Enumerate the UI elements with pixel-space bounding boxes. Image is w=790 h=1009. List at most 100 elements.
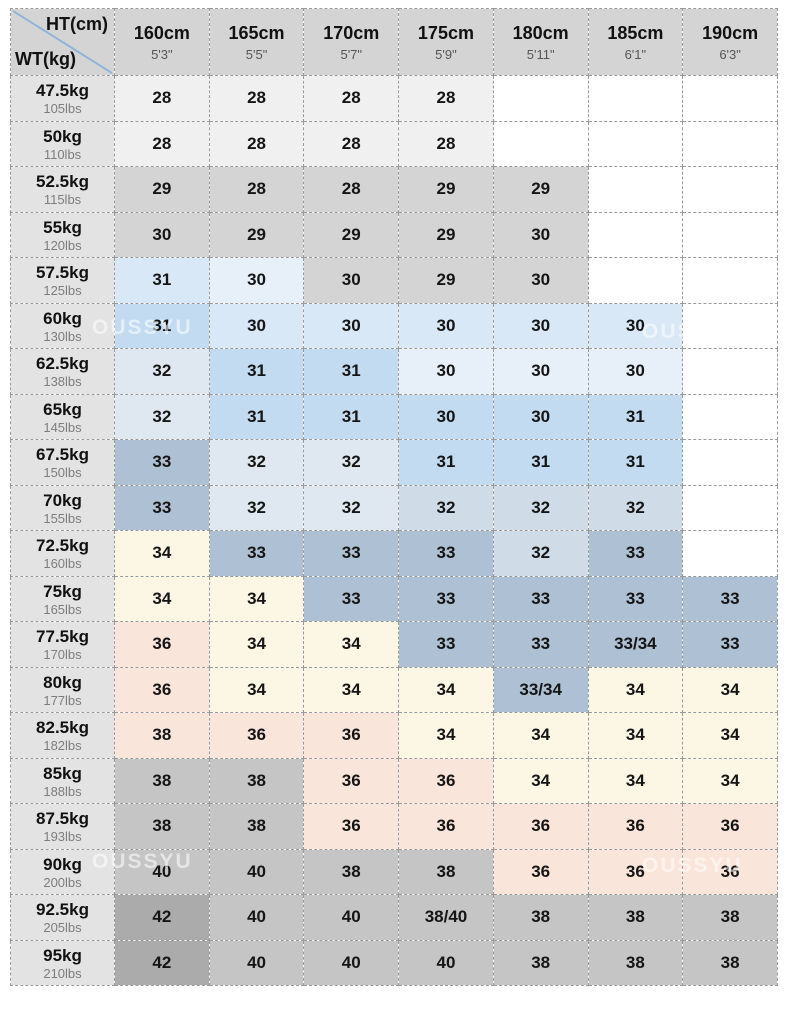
size-cell: 33 (114, 439, 210, 486)
table-row: 65kg 145lbs 32 31 31 30 30 31 (10, 393, 778, 440)
empty-cell (682, 75, 778, 122)
size-cell: 32 (208, 439, 305, 486)
size-cell: 29 (208, 211, 305, 258)
empty-cell (682, 484, 778, 531)
weight-label-cell: 60kg 130lbs (10, 302, 115, 349)
size-cell: 34 (208, 621, 305, 668)
size-cell: 36 (682, 848, 778, 895)
height-ft-label: 5'11" (526, 46, 555, 62)
weight-label-cell: 75kg 165lbs (10, 575, 115, 622)
table-row: 55kg 120lbs 30 29 29 29 30 (10, 211, 778, 258)
size-cell: 28 (208, 75, 305, 122)
size-cell: 38 (208, 803, 305, 850)
height-header-cell: 165cm 5'5" (208, 8, 305, 76)
height-header-cell: 175cm 5'9" (398, 8, 494, 76)
size-cell: 28 (398, 120, 494, 167)
size-cell: 38 (492, 894, 589, 941)
weight-lbs-label: 155lbs (43, 510, 82, 526)
size-cell: 28 (398, 75, 494, 122)
size-cell: 38 (114, 712, 210, 759)
size-cell: 31 (208, 393, 305, 440)
height-header-cell: 160cm 5'3" (114, 8, 210, 76)
diagonal-divider-line (12, 10, 113, 74)
weight-lbs-label: 188lbs (43, 783, 82, 799)
size-cell: 32 (208, 484, 305, 531)
height-ft-label: 6'3" (719, 46, 741, 62)
weight-kg-label: 92.5kg (36, 900, 89, 920)
table-row: 50kg 110lbs 28 28 28 28 (10, 120, 778, 167)
size-cell: 29 (303, 211, 400, 258)
size-cell: 30 (492, 211, 589, 258)
height-ft-label: 5'7" (340, 46, 363, 62)
weight-label-cell: 50kg 110lbs (10, 120, 115, 167)
empty-cell (682, 439, 778, 486)
size-cell: 38/40 (398, 894, 494, 941)
size-cell: 36 (492, 848, 589, 895)
size-cell: 38 (587, 894, 684, 941)
size-cell: 30 (208, 302, 305, 349)
size-cell: 38 (587, 939, 684, 986)
height-header-cell: 190cm 6'3" (682, 8, 778, 76)
size-cell: 33 (682, 575, 778, 622)
size-cell: 28 (303, 75, 400, 122)
weight-kg-label: 77.5kg (36, 627, 89, 647)
empty-cell (587, 120, 684, 167)
table-row: 77.5kg 170lbs 36 34 34 33 33 33/34 33 (10, 621, 778, 668)
height-cm-label: 175cm (417, 23, 474, 44)
size-cell: 31 (587, 393, 684, 440)
weight-lbs-label: 130lbs (43, 328, 82, 344)
size-cell: 30 (587, 302, 684, 349)
size-cell: 38 (114, 803, 210, 850)
corner-weight-label: WT(kg) (15, 49, 76, 69)
weight-lbs-label: 205lbs (43, 920, 82, 936)
size-cell: 31 (208, 348, 305, 395)
size-cell: 40 (208, 894, 305, 941)
weight-kg-label: 47.5kg (36, 81, 89, 101)
size-cell: 33/34 (587, 621, 684, 668)
size-cell: 32 (492, 530, 589, 577)
size-cell: 36 (208, 712, 305, 759)
size-cell: 36 (587, 848, 684, 895)
weight-lbs-label: 200lbs (43, 874, 82, 890)
empty-cell (682, 166, 778, 213)
weight-label-cell: 67.5kg 150lbs (10, 439, 115, 486)
weight-lbs-label: 125lbs (43, 283, 82, 299)
weight-label-cell: 90kg 200lbs (10, 848, 115, 895)
table-row: 85kg 188lbs 38 38 36 36 34 34 34 (10, 757, 778, 804)
empty-cell (587, 166, 684, 213)
weight-lbs-label: 170lbs (43, 647, 82, 663)
size-cell: 32 (114, 348, 210, 395)
weight-label-cell: 77.5kg 170lbs (10, 621, 115, 668)
size-cell: 31 (587, 439, 684, 486)
size-cell: 33 (303, 530, 400, 577)
size-cell: 33 (398, 530, 494, 577)
size-cell: 40 (114, 848, 210, 895)
height-ft-label: 6'1" (624, 46, 647, 62)
size-cell: 32 (303, 484, 400, 531)
size-cell: 30 (492, 257, 589, 304)
size-cell: 40 (208, 848, 305, 895)
weight-label-cell: 82.5kg 182lbs (10, 712, 115, 759)
size-cell: 36 (303, 757, 400, 804)
weight-label-cell: 92.5kg 205lbs (10, 894, 115, 941)
size-cell: 33 (587, 575, 684, 622)
table-row: 47.5kg 105lbs 28 28 28 28 (10, 75, 778, 122)
size-cell: 36 (303, 803, 400, 850)
weight-label-cell: 65kg 145lbs (10, 393, 115, 440)
size-cell: 33/34 (492, 666, 589, 713)
size-cell: 33 (492, 575, 589, 622)
size-cell: 36 (682, 803, 778, 850)
size-cell: 40 (398, 939, 494, 986)
size-cell: 29 (114, 166, 210, 213)
size-cell: 28 (303, 120, 400, 167)
size-cell: 33 (398, 621, 494, 668)
weight-kg-label: 55kg (43, 217, 82, 237)
size-cell: 34 (587, 712, 684, 759)
empty-cell (682, 302, 778, 349)
size-cell: 38 (208, 757, 305, 804)
weight-lbs-label: 177lbs (43, 692, 82, 708)
size-cell: 31 (398, 439, 494, 486)
weight-lbs-label: 160lbs (43, 556, 82, 572)
height-header-cell: 185cm 6'1" (587, 8, 684, 76)
weight-kg-label: 60kg (43, 308, 82, 328)
